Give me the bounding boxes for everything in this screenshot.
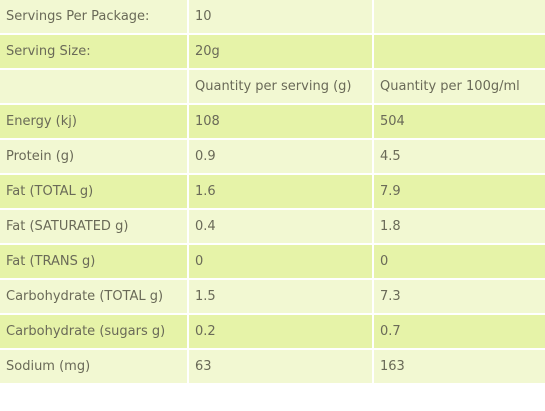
table-row: Servings Per Package: 10 (0, 0, 545, 35)
table-row: Sodium (mg) 63 163 (0, 350, 545, 385)
table-cell: 4.5 (374, 140, 545, 175)
table-cell: 108 (189, 105, 374, 140)
table-header-row: Quantity per serving (g) Quantity per 10… (0, 70, 545, 105)
table-cell: 0 (374, 245, 545, 280)
table-row: Carbohydrate (sugars g) 0.2 0.7 (0, 315, 545, 350)
table-cell: 0.7 (374, 315, 545, 350)
table-cell: 20g (189, 35, 374, 70)
table-cell (0, 70, 189, 105)
table-row: Carbohydrate (TOTAL g) 1.5 7.3 (0, 280, 545, 315)
table-cell: 1.5 (189, 280, 374, 315)
row-label: Carbohydrate (sugars g) (0, 315, 189, 350)
table-row: Fat (SATURATED g) 0.4 1.8 (0, 210, 545, 245)
table-cell: 163 (374, 350, 545, 385)
table-cell: Serving Size: (0, 35, 189, 70)
table-cell: Servings Per Package: (0, 0, 189, 35)
table-cell: 7.3 (374, 280, 545, 315)
table-row: Protein (g) 0.9 4.5 (0, 140, 545, 175)
nutrition-table: Servings Per Package: 10 Serving Size: 2… (0, 0, 545, 385)
table-cell: 0.2 (189, 315, 374, 350)
table-row: Fat (TRANS g) 0 0 (0, 245, 545, 280)
table-cell: 0.9 (189, 140, 374, 175)
row-label: Protein (g) (0, 140, 189, 175)
table-cell: 504 (374, 105, 545, 140)
table-cell: 1.8 (374, 210, 545, 245)
column-header: Quantity per 100g/ml (374, 70, 545, 105)
row-label: Carbohydrate (TOTAL g) (0, 280, 189, 315)
table-row: Fat (TOTAL g) 1.6 7.9 (0, 175, 545, 210)
table-cell: 1.6 (189, 175, 374, 210)
column-header: Quantity per serving (g) (189, 70, 374, 105)
table-row: Energy (kj) 108 504 (0, 105, 545, 140)
table-cell (374, 0, 545, 35)
row-label: Fat (TRANS g) (0, 245, 189, 280)
row-label: Energy (kj) (0, 105, 189, 140)
table-cell: 63 (189, 350, 374, 385)
row-label: Fat (TOTAL g) (0, 175, 189, 210)
table-row: Serving Size: 20g (0, 35, 545, 70)
table-cell: 0.4 (189, 210, 374, 245)
table-cell: 7.9 (374, 175, 545, 210)
row-label: Sodium (mg) (0, 350, 189, 385)
row-label: Fat (SATURATED g) (0, 210, 189, 245)
table-cell: 10 (189, 0, 374, 35)
table-cell: 0 (189, 245, 374, 280)
table-cell (374, 35, 545, 70)
